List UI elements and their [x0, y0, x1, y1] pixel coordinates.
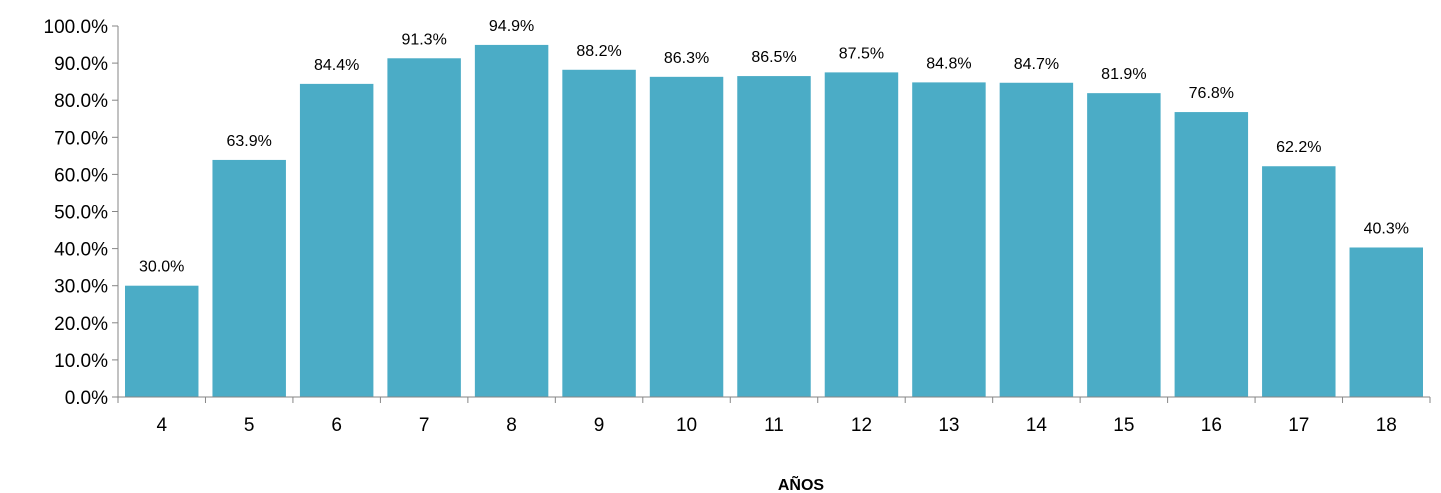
data-label-13: 84.8% — [926, 55, 971, 72]
bar-14 — [999, 82, 1074, 397]
y-axis: 0.0% 10.0% 20.0% 30.0% 40.0% 50.0% 60.0% 70.0% 8… — [44, 17, 119, 409]
bar-13 — [912, 82, 986, 397]
x-tick-label-12: 12 — [851, 415, 872, 436]
data-label-10: 86.3% — [664, 50, 709, 67]
x-axis: 4 5 6 7 8 9 10 11 12 13 14 15 16 17 18 — [117, 396, 1431, 436]
y-tick-label: 30.0% — [54, 277, 108, 298]
y-tick-label: 0.0% — [65, 388, 108, 409]
bars-group — [125, 44, 1423, 398]
bar-11 — [737, 76, 811, 397]
x-tick-label-10: 10 — [676, 415, 697, 436]
x-tick-label-9: 9 — [594, 415, 605, 436]
y-tick-label: 20.0% — [54, 314, 108, 335]
bar-10 — [649, 76, 724, 397]
data-label-17: 62.2% — [1276, 139, 1321, 156]
y-tick-label: 70.0% — [54, 128, 108, 149]
x-tick-label-17: 17 — [1288, 415, 1309, 436]
x-tick-label-5: 5 — [244, 415, 255, 436]
data-label-9: 88.2% — [576, 43, 621, 60]
x-axis-title: AÑOS — [778, 474, 825, 493]
bar-12 — [824, 72, 899, 398]
bar-9 — [562, 69, 636, 397]
bar-18 — [1349, 247, 1423, 397]
bar-5 — [212, 159, 286, 397]
data-label-16: 76.8% — [1189, 85, 1234, 102]
x-tick-label-15: 15 — [1113, 415, 1134, 436]
bar-17 — [1262, 166, 1336, 397]
data-label-6: 84.4% — [314, 57, 359, 74]
data-label-11: 86.5% — [751, 49, 796, 66]
data-labels-group: 30.0% 63.9% 84.4% 91.3% 94.9% 88.2% 86.3% 86.5%… — [139, 18, 1409, 276]
y-tick-label: 100.0% — [44, 17, 109, 38]
bar-8 — [474, 44, 549, 398]
bar-15 — [1087, 93, 1161, 398]
x-tick-label-18: 18 — [1376, 415, 1397, 436]
x-tick-label-11: 11 — [764, 415, 784, 436]
data-label-4: 30.0% — [139, 259, 184, 276]
x-tick-label-6: 6 — [331, 415, 342, 436]
data-label-18: 40.3% — [1364, 220, 1409, 237]
data-label-5: 63.9% — [227, 133, 272, 150]
data-label-14: 84.7% — [1014, 56, 1059, 73]
x-tick-label-4: 4 — [156, 415, 167, 436]
y-tick-label: 60.0% — [54, 165, 108, 186]
data-label-15: 81.9% — [1101, 66, 1146, 83]
bar-6 — [299, 83, 374, 397]
data-label-8: 94.9% — [489, 18, 534, 35]
bar-4 — [125, 285, 199, 397]
x-tick-label-7: 7 — [419, 415, 430, 436]
x-tick-label-16: 16 — [1201, 415, 1222, 436]
bar-16 — [1174, 112, 1249, 397]
x-tick-label-13: 13 — [938, 415, 959, 436]
bar-7 — [387, 58, 461, 397]
data-label-7: 91.3% — [401, 31, 446, 48]
data-label-12: 87.5% — [839, 45, 884, 62]
y-tick-label: 40.0% — [54, 240, 108, 261]
x-tick-label-14: 14 — [1026, 415, 1048, 436]
y-tick-label: 10.0% — [54, 351, 108, 372]
y-tick-label: 90.0% — [54, 54, 108, 75]
y-tick-label: 50.0% — [54, 203, 108, 224]
y-tick-label: 80.0% — [54, 91, 108, 112]
x-tick-label-8: 8 — [506, 415, 517, 436]
